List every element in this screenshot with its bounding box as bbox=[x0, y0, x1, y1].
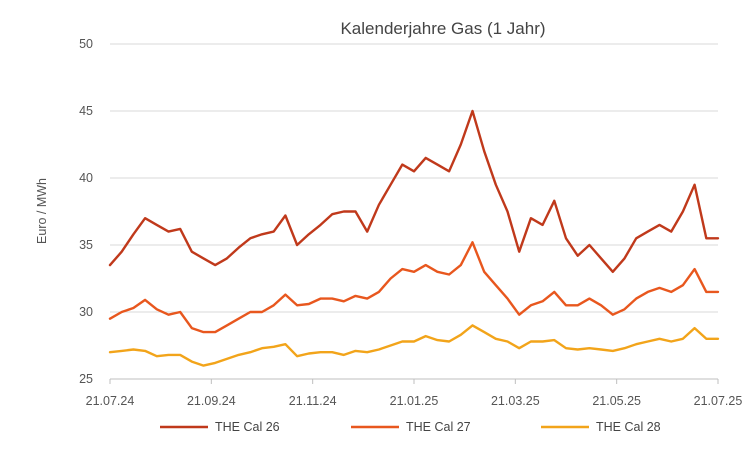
chart-title: Kalenderjahre Gas (1 Jahr) bbox=[340, 19, 545, 38]
legend-label: THE Cal 27 bbox=[406, 420, 471, 434]
x-axis-ticks: 21.07.24 21.09.24 21.11.24 21.01.25 21.03.25… bbox=[86, 378, 743, 408]
x-tick-label: 21.07.25 bbox=[694, 394, 743, 408]
y-axis-ticks: 25 30 35 40 45 50 bbox=[79, 37, 93, 386]
y-tick-label: 45 bbox=[79, 104, 93, 118]
series-lines bbox=[108, 109, 720, 367]
y-tick-label: 50 bbox=[79, 37, 93, 51]
x-tick-label: 21.07.24 bbox=[86, 394, 135, 408]
series-line-2 bbox=[108, 241, 720, 334]
legend-item: THE Cal 27 bbox=[351, 420, 471, 434]
legend-label: THE Cal 26 bbox=[215, 420, 280, 434]
x-tick-label: 21.09.24 bbox=[187, 394, 236, 408]
series-line-3 bbox=[108, 324, 720, 367]
y-axis-label: Euro / MWh bbox=[35, 178, 49, 244]
x-tick-label: 21.05.25 bbox=[592, 394, 641, 408]
legend: THE Cal 26 THE Cal 27 THE Cal 28 bbox=[160, 420, 661, 434]
x-tick-label: 21.11.24 bbox=[289, 394, 337, 408]
y-tick-label: 30 bbox=[79, 305, 93, 319]
y-tick-label: 25 bbox=[79, 372, 93, 386]
series-line-1 bbox=[108, 109, 720, 273]
legend-label: THE Cal 28 bbox=[596, 420, 661, 434]
x-tick-label: 21.03.25 bbox=[491, 394, 540, 408]
y-tick-label: 35 bbox=[79, 238, 93, 252]
legend-item: THE Cal 26 bbox=[160, 420, 280, 434]
legend-item: THE Cal 28 bbox=[541, 420, 661, 434]
y-tick-label: 40 bbox=[79, 171, 93, 185]
x-tick-label: 21.01.25 bbox=[390, 394, 439, 408]
